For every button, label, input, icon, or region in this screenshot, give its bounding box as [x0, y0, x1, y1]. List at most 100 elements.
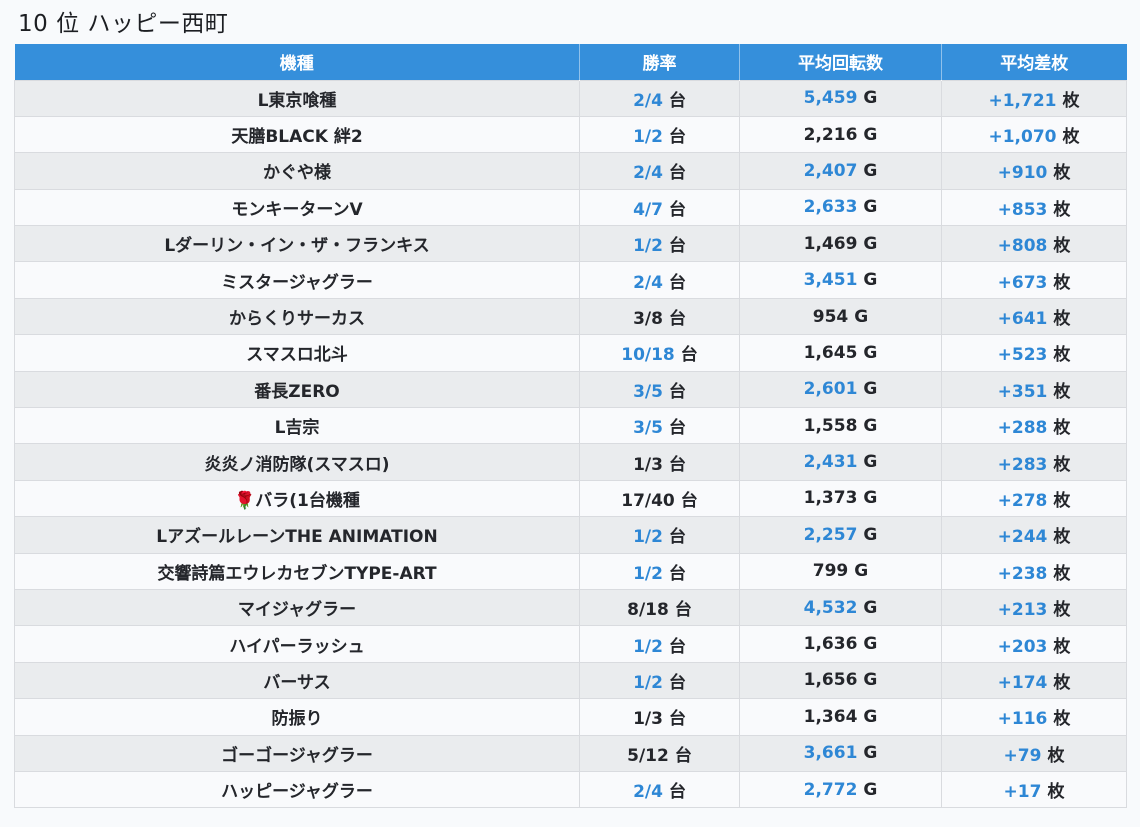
avg-diff-unit: 枚: [1053, 163, 1071, 184]
machine-name: ハッピージャグラー: [14, 770, 580, 809]
table-row: 防振り 1/3 台 1,364 G +116 枚: [14, 698, 1127, 736]
table-row: からくりサーカス 3/8 台 954 G +641 枚: [14, 297, 1127, 336]
win-rate-unit: 台: [668, 309, 686, 330]
win-rate-value: 1/2: [633, 636, 663, 657]
win-rate-unit: 台: [668, 782, 686, 803]
avg-spins-unit: G: [863, 779, 878, 800]
avg-diff-cell: +673 枚: [941, 261, 1127, 299]
machine-name: 番長ZERO: [14, 370, 580, 409]
avg-diff-value: +853: [997, 199, 1048, 220]
header-win-rate: 勝率: [579, 44, 740, 80]
avg-diff-cell: +283 枚: [941, 443, 1127, 481]
avg-spins-unit: G: [863, 233, 878, 254]
avg-diff-value: +278: [997, 490, 1048, 511]
win-rate-value: 17/40: [621, 490, 675, 511]
avg-spins-unit: G: [863, 197, 878, 218]
win-rate-unit: 台: [668, 90, 686, 111]
win-rate-unit: 台: [668, 236, 686, 257]
header-machine: 機種: [14, 44, 580, 80]
table-body: L東京喰種 2/4 台 5,459 G +1,721 枚天膳BLACK 絆2 1/2 台 2,21…: [14, 79, 1127, 809]
win-rate-unit: 台: [680, 490, 698, 511]
avg-spins-value: 2,407: [803, 160, 858, 181]
table-row: モンキーターンV 4/7 台 2,633 G +853 枚: [14, 188, 1127, 227]
machine-name: モンキーターンV: [14, 188, 580, 227]
avg-spins-value: 2,601: [803, 379, 858, 400]
avg-spins-unit: G: [863, 452, 878, 473]
win-rate-cell: 3/5 台: [579, 407, 740, 445]
avg-spins-unit: G: [863, 88, 878, 109]
win-rate-unit: 台: [668, 636, 686, 657]
avg-diff-cell: +203 枚: [941, 625, 1127, 663]
avg-spins-cell: 954 G: [739, 297, 942, 336]
win-rate-cell: 17/40 台: [579, 479, 740, 518]
machine-name: 天膳BLACK 絆2: [14, 115, 580, 154]
machine-name: ゴーゴージャグラー: [14, 734, 580, 772]
avg-spins-cell: 3,661 G: [739, 734, 942, 772]
avg-spins-unit: G: [863, 124, 878, 145]
table-row: ハイパーラッシュ 1/2 台 1,636 G +203 枚: [14, 625, 1127, 663]
avg-diff-cell: +244 枚: [941, 516, 1127, 554]
table-row: 交響詩篇エウレカセブンTYPE-ART 1/2 台 799 G +238 枚: [14, 552, 1127, 590]
avg-diff-unit: 枚: [1053, 672, 1071, 693]
machine-name: ハイパーラッシュ: [14, 625, 580, 663]
win-rate-cell: 8/18 台: [579, 588, 740, 627]
avg-spins-unit: G: [863, 706, 878, 727]
avg-diff-cell: +351 枚: [941, 370, 1127, 409]
avg-diff-unit: 枚: [1053, 636, 1071, 657]
win-rate-cell: 2/4 台: [579, 770, 740, 809]
avg-diff-unit: 枚: [1053, 418, 1071, 439]
avg-diff-cell: +116 枚: [941, 698, 1127, 736]
win-rate-cell: 1/2 台: [579, 552, 740, 590]
machine-name: Lダーリン・イン・ザ・フランキス: [14, 225, 580, 263]
avg-spins-cell: 2,216 G: [739, 115, 942, 154]
table-row: マイジャグラー 8/18 台 4,532 G +213 枚: [14, 588, 1127, 627]
avg-diff-cell: +1,721 枚: [941, 79, 1127, 117]
win-rate-value: 1/3: [633, 709, 663, 730]
win-rate-cell: 3/8 台: [579, 297, 740, 336]
table-row: LアズールレーンTHE ANIMATION 1/2 台 2,257 G +244 枚: [14, 516, 1127, 554]
win-rate-unit: 台: [668, 127, 686, 148]
table-row: L東京喰種 2/4 台 5,459 G +1,721 枚: [14, 79, 1127, 117]
avg-diff-value: +238: [997, 563, 1048, 584]
avg-spins-value: 799: [812, 561, 849, 582]
avg-diff-unit: 枚: [1062, 90, 1080, 111]
avg-diff-unit: 枚: [1047, 782, 1065, 803]
avg-spins-value: 1,373: [803, 488, 858, 509]
avg-spins-value: 3,451: [803, 270, 858, 291]
avg-diff-value: +244: [997, 527, 1048, 548]
avg-diff-value: +808: [997, 236, 1048, 257]
table-row: バーサス 1/2 台 1,656 G +174 枚: [14, 661, 1127, 700]
machine-name: LアズールレーンTHE ANIMATION: [14, 516, 580, 554]
avg-spins-cell: 2,633 G: [739, 188, 942, 227]
avg-spins-value: 4,532: [803, 597, 858, 618]
avg-diff-cell: +213 枚: [941, 588, 1127, 627]
avg-spins-value: 1,558: [803, 415, 858, 436]
machine-name: からくりサーカス: [14, 297, 580, 336]
avg-diff-value: +116: [997, 709, 1048, 730]
avg-spins-cell: 2,601 G: [739, 370, 942, 409]
avg-diff-cell: +288 枚: [941, 407, 1127, 445]
table-row: ミスタージャグラー 2/4 台 3,451 G +673 枚: [14, 261, 1127, 299]
avg-spins-value: 1,364: [803, 706, 858, 727]
avg-diff-value: +641: [997, 309, 1048, 330]
avg-diff-value: +17: [1003, 782, 1042, 803]
avg-spins-unit: G: [863, 342, 878, 363]
avg-diff-unit: 枚: [1053, 454, 1071, 475]
table-row: 天膳BLACK 絆2 1/2 台 2,216 G +1,070 枚: [14, 115, 1127, 154]
machine-name: L東京喰種: [14, 79, 580, 117]
avg-spins-cell: 1,645 G: [739, 334, 942, 372]
avg-spins-value: 2,257: [803, 524, 858, 545]
machine-name: L吉宗: [14, 407, 580, 445]
avg-spins-cell: 1,469 G: [739, 225, 942, 263]
avg-spins-value: 2,633: [803, 197, 858, 218]
win-rate-unit: 台: [674, 745, 692, 766]
avg-diff-cell: +79 枚: [941, 734, 1127, 772]
avg-diff-cell: +17 枚: [941, 770, 1127, 809]
machine-name: かぐや様: [14, 152, 580, 190]
header-avg-spins: 平均回転数: [739, 44, 942, 80]
avg-diff-cell: +238 枚: [941, 552, 1127, 590]
win-rate-cell: 4/7 台: [579, 188, 740, 227]
table-row: Lダーリン・イン・ザ・フランキス 1/2 台 1,469 G +808 枚: [14, 225, 1127, 263]
avg-spins-unit: G: [863, 597, 878, 618]
table-header: 機種 勝率 平均回転数 平均差枚: [14, 44, 1127, 80]
